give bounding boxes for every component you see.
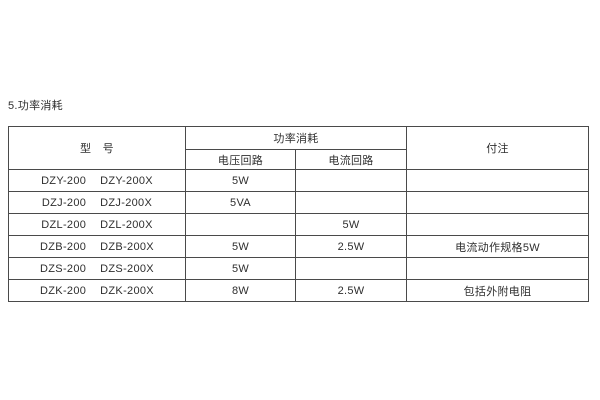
model-name-x: DZJ-200X [100, 196, 153, 209]
model-cell: DZS-200 DZS-200X [8, 257, 186, 280]
note-cell: 包括外附电阻 [406, 279, 590, 302]
model-name-x: DZK-200X [100, 284, 154, 297]
model-name: DZJ-200 [41, 196, 87, 209]
section-title: 5.功率消耗 [8, 100, 63, 112]
col-header-voltage-circuit: 电压回路 [185, 149, 296, 170]
model-cell: DZK-200 DZK-200X [8, 279, 186, 302]
power-consumption-table: 型 号 功率消耗 付注 电压回路 电流回路 DZY-200 DZY-200X 5W… [8, 126, 590, 302]
voltage-cell [185, 213, 296, 236]
voltage-cell: 5VA [185, 191, 296, 214]
col-header-notes: 付注 [406, 126, 590, 170]
model-name-x: DZY-200X [100, 174, 153, 187]
model-cell: DZY-200 DZY-200X [8, 169, 186, 192]
header-row-group: 型 号 功率消耗 付注 [8, 126, 590, 170]
model-name-x: DZB-200X [100, 240, 154, 253]
current-cell [294, 169, 408, 192]
current-cell: 2.5W [294, 235, 408, 258]
model-name: DZK-200 [40, 284, 87, 297]
voltage-cell: 5W [185, 235, 296, 258]
voltage-cell: 8W [185, 279, 296, 302]
model-cell: DZL-200 DZL-200X [8, 213, 186, 236]
table-row: DZK-200 DZK-200X 8W 2.5W 包括外附电阻 [8, 279, 590, 302]
col-header-current-circuit: 电流回路 [294, 149, 408, 170]
current-cell [294, 257, 408, 280]
model-name: DZY-200 [41, 174, 87, 187]
col-header-power-group: 功率消耗 [184, 126, 408, 150]
table-row: DZB-200 DZB-200X 5W 2.5W 电流动作规格5W [8, 235, 590, 258]
current-cell: 5W [294, 213, 408, 236]
model-name: DZB-200 [40, 240, 87, 253]
current-cell: 2.5W [294, 279, 408, 302]
note-cell: 电流动作规格5W [406, 235, 590, 258]
note-cell [406, 191, 590, 214]
table-row: DZL-200 DZL-200X 5W [8, 213, 590, 236]
table-row: DZY-200 DZY-200X 5W [8, 169, 590, 192]
col-header-model: 型 号 [8, 126, 186, 170]
voltage-cell: 5W [185, 257, 296, 280]
note-cell [406, 169, 590, 192]
model-name: DZL-200 [41, 218, 87, 231]
note-cell [406, 257, 590, 280]
model-name: DZS-200 [40, 262, 87, 275]
note-cell [406, 213, 590, 236]
model-cell: DZB-200 DZB-200X [8, 235, 186, 258]
current-cell [294, 191, 408, 214]
table-row: DZJ-200 DZJ-200X 5VA [8, 191, 590, 214]
voltage-cell: 5W [185, 169, 296, 192]
model-name-x: DZL-200X [100, 218, 153, 231]
table-row: DZS-200 DZS-200X 5W [8, 257, 590, 280]
model-name-x: DZS-200X [100, 262, 154, 275]
model-cell: DZJ-200 DZJ-200X [8, 191, 186, 214]
